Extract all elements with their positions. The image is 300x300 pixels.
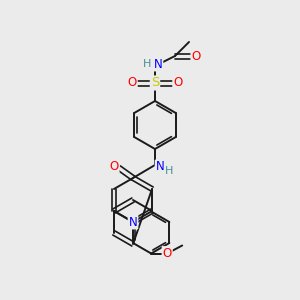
Text: N: N [154,58,162,70]
Text: O: O [163,247,172,260]
Text: H: H [165,166,173,176]
Text: O: O [128,76,136,89]
Text: O: O [173,76,183,89]
Text: O: O [110,160,118,172]
Text: H: H [143,59,151,69]
Text: N: N [129,215,137,229]
Text: N: N [156,160,164,173]
Text: S: S [151,76,159,89]
Text: O: O [191,50,201,62]
